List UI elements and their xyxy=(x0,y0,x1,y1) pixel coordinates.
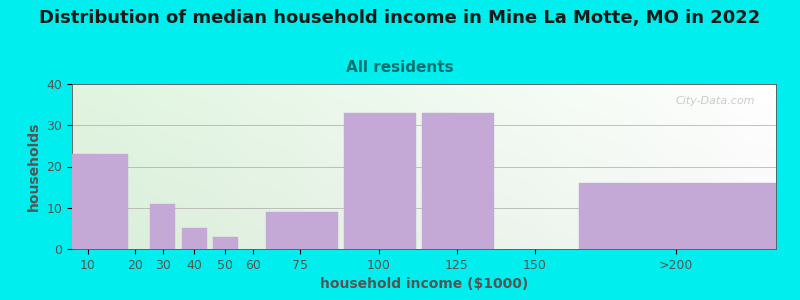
Text: Distribution of median household income in Mine La Motte, MO in 2022: Distribution of median household income … xyxy=(39,9,761,27)
Bar xyxy=(266,212,338,249)
Text: All residents: All residents xyxy=(346,60,454,75)
X-axis label: household income ($1000): household income ($1000) xyxy=(320,277,528,291)
Bar xyxy=(422,113,494,249)
Bar xyxy=(344,113,416,249)
Y-axis label: households: households xyxy=(27,122,41,211)
Bar xyxy=(579,183,776,249)
Bar xyxy=(72,154,128,249)
Bar xyxy=(213,237,238,249)
Bar xyxy=(182,228,206,249)
Text: City-Data.com: City-Data.com xyxy=(675,95,755,106)
Bar xyxy=(150,204,175,249)
